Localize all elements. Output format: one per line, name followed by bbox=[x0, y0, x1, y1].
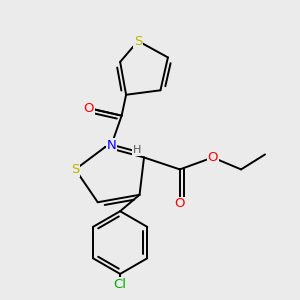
Text: Cl: Cl bbox=[114, 278, 127, 291]
Text: S: S bbox=[71, 163, 80, 176]
Text: O: O bbox=[175, 197, 185, 210]
Text: O: O bbox=[83, 102, 94, 115]
Text: O: O bbox=[208, 151, 218, 164]
Text: H: H bbox=[132, 145, 141, 155]
Text: N: N bbox=[106, 139, 116, 152]
Text: S: S bbox=[134, 34, 142, 47]
